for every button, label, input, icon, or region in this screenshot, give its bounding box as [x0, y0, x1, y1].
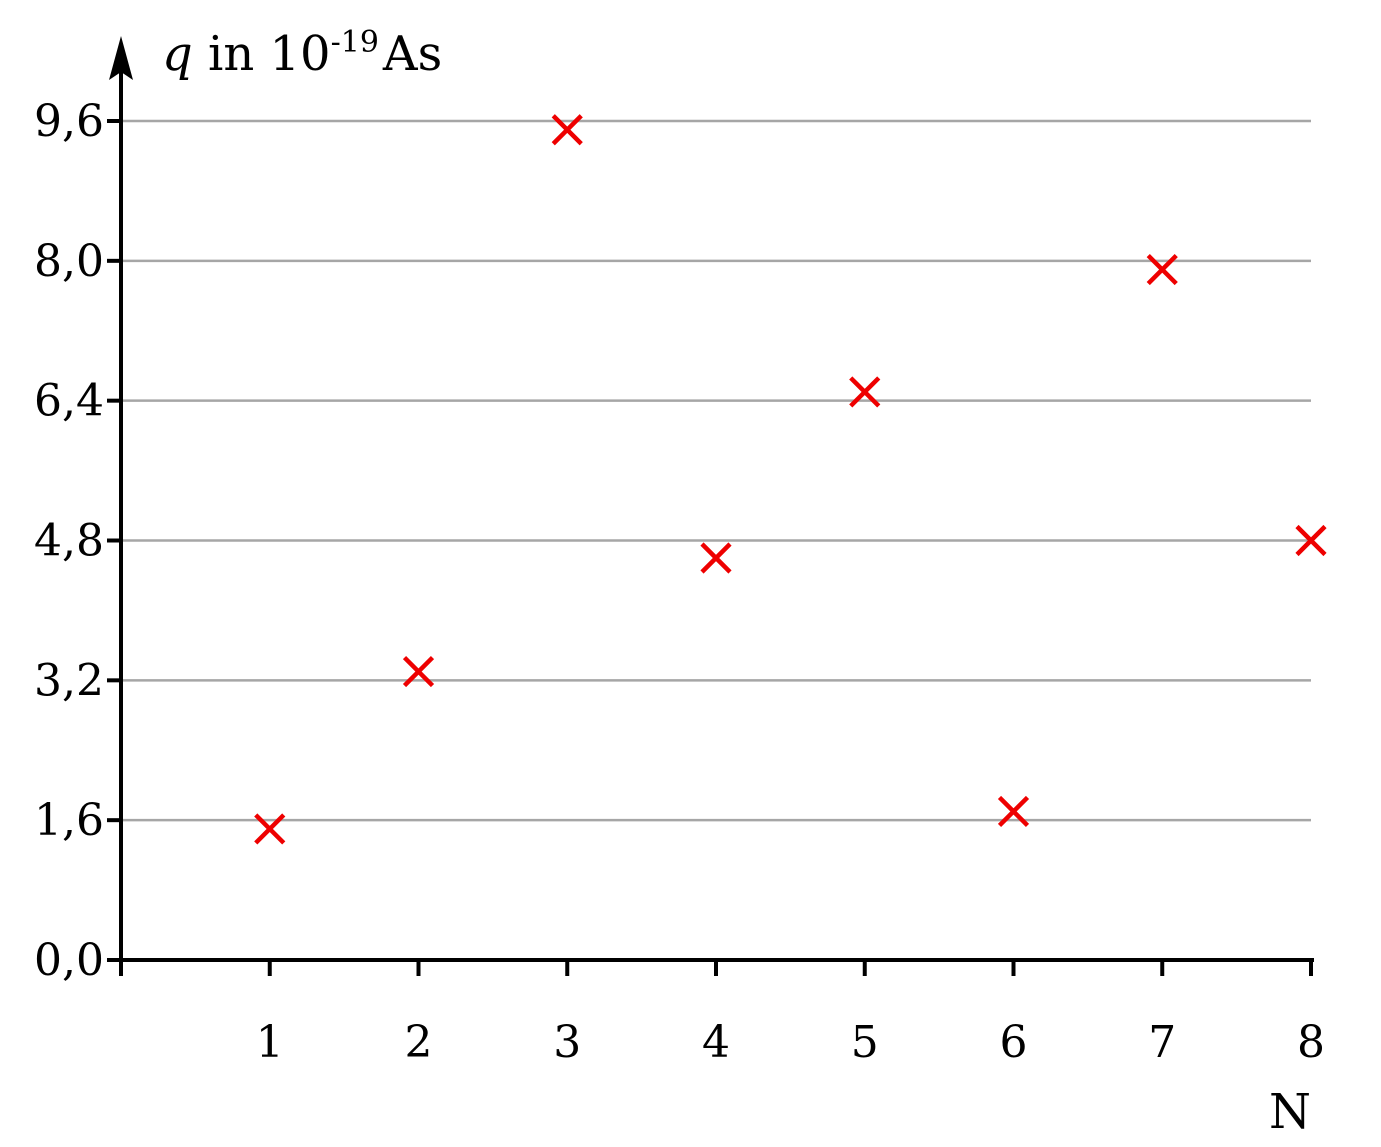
y-tick-label: 3,2 [34, 655, 104, 706]
data-point-marker [700, 542, 732, 574]
y-tick-label: 0,0 [34, 935, 104, 986]
x-tick-label: 4 [702, 1017, 730, 1068]
data-point-marker [1295, 524, 1327, 557]
y-ticks: 0,0 1,6 3,2 4,8 6,4 8,0 9,6 [34, 96, 121, 986]
axes [109, 36, 1314, 962]
data-point-marker [254, 813, 286, 845]
y-axis-variable: q [162, 26, 193, 82]
data-point-marker [402, 656, 435, 688]
y-tick-label: 1,6 [34, 795, 104, 846]
x-ticks: 1 2 3 4 5 6 7 8 [119, 960, 1325, 1068]
x-tick-label: 1 [256, 1017, 284, 1068]
y-tick-label: 6,4 [34, 376, 104, 427]
y-tick-label: 9,6 [34, 96, 104, 147]
x-tick-label: 6 [1000, 1017, 1028, 1068]
y-axis-unit: As [382, 26, 442, 82]
data-point-marker [997, 795, 1030, 828]
y-axis-title: q in 10-19As [162, 25, 442, 82]
y-axis-exponent: -19 [331, 25, 379, 60]
y-axis-title-base: in 10 [193, 26, 331, 82]
x-axis-title: N [1269, 1084, 1311, 1140]
x-tick-label: 7 [1148, 1017, 1176, 1068]
y-tick-label: 8,0 [34, 236, 104, 287]
x-tick-label: 3 [553, 1017, 581, 1068]
y-axis-arrow [109, 36, 133, 80]
data-point-marker [551, 114, 583, 146]
y-tick-label: 4,8 [34, 516, 104, 567]
x-tick-label: 5 [851, 1017, 879, 1068]
data-points [254, 114, 1327, 845]
data-point-marker [1146, 253, 1178, 286]
x-tick-label: 2 [405, 1017, 433, 1068]
data-point-marker [849, 376, 881, 408]
x-tick-label: 8 [1297, 1017, 1325, 1068]
grid-lines [121, 119, 1311, 822]
